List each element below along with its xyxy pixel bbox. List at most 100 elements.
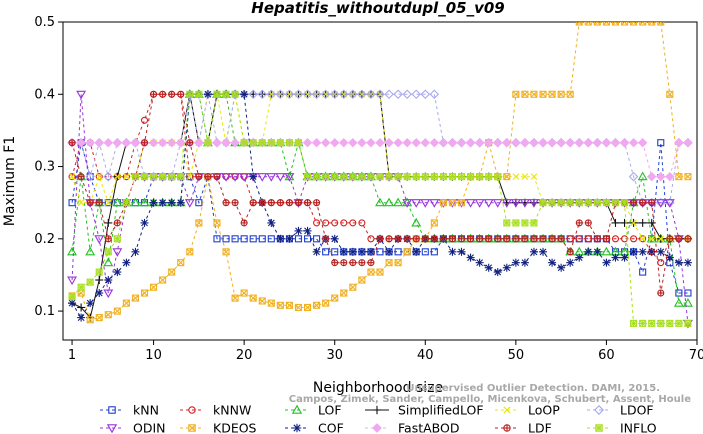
data-point	[683, 258, 692, 267]
data-point	[139, 197, 150, 207]
data-point	[123, 173, 130, 181]
data-point	[466, 253, 475, 262]
data-point	[249, 172, 258, 181]
data-point	[611, 199, 620, 207]
data-point	[195, 173, 203, 181]
data-point	[384, 197, 395, 207]
data-point	[675, 289, 683, 297]
data-point	[384, 89, 394, 100]
data-point	[611, 253, 620, 262]
data-point	[639, 199, 647, 207]
data-point	[375, 137, 385, 148]
data-point	[512, 219, 520, 227]
data-point	[95, 314, 103, 322]
data-point	[539, 235, 547, 243]
data-point	[339, 137, 349, 148]
data-point	[429, 137, 440, 148]
data-point	[340, 289, 348, 297]
data-point	[394, 173, 402, 181]
data-point	[239, 173, 250, 182]
legend-label: INFLO	[620, 421, 657, 434]
data-point	[557, 235, 565, 243]
data-point	[521, 173, 529, 181]
data-point	[168, 90, 176, 98]
data-point	[186, 173, 194, 181]
legend-label: FastABOD	[398, 421, 460, 434]
data-point	[177, 173, 185, 181]
data-point	[620, 22, 629, 26]
legend-swatch-marker	[372, 423, 382, 433]
data-point	[140, 218, 149, 227]
legend-item-knnw: kNNW	[180, 403, 251, 418]
data-point	[684, 235, 692, 243]
data-point	[493, 137, 503, 148]
data-point	[403, 173, 411, 181]
data-point	[411, 217, 422, 227]
data-point	[320, 137, 331, 148]
data-point	[230, 137, 240, 148]
data-point	[77, 313, 86, 322]
data-point	[122, 299, 130, 307]
data-point	[320, 89, 331, 100]
data-point	[448, 173, 457, 181]
data-point	[639, 22, 647, 26]
data-point	[611, 218, 620, 227]
data-point	[130, 137, 141, 148]
legend-swatch-marker	[292, 423, 302, 433]
data-point	[184, 199, 195, 208]
data-point	[593, 22, 601, 26]
data-point	[548, 258, 557, 267]
data-point	[357, 137, 367, 148]
data-point	[186, 173, 194, 181]
data-point	[240, 289, 248, 297]
data-point	[213, 219, 221, 227]
data-point	[85, 171, 95, 182]
data-point	[294, 199, 303, 207]
data-point	[619, 137, 630, 148]
series-line	[71, 93, 688, 240]
data-point	[358, 219, 366, 227]
data-point	[421, 235, 429, 243]
data-point	[95, 268, 103, 276]
data-point	[384, 137, 394, 148]
data-point	[77, 199, 85, 207]
data-point	[104, 199, 112, 207]
data-point	[77, 289, 85, 297]
data-point	[104, 199, 112, 207]
data-point	[512, 173, 520, 181]
data-point	[113, 219, 121, 227]
data-point	[602, 22, 610, 26]
x-tick-label: 60	[598, 348, 615, 363]
data-point	[122, 258, 131, 267]
data-point	[439, 173, 447, 181]
data-point	[186, 139, 194, 147]
legend-item-kdeos: KDEOS	[180, 421, 257, 434]
series-line	[71, 93, 688, 294]
data-point	[521, 235, 529, 243]
data-point	[630, 219, 637, 227]
data-point	[231, 294, 239, 302]
data-point	[584, 199, 592, 207]
data-point	[566, 90, 574, 98]
data-point	[222, 235, 230, 243]
data-point	[638, 247, 647, 256]
data-point	[266, 89, 277, 100]
x-tick-label: 1	[68, 348, 76, 363]
data-point	[547, 137, 557, 148]
data-point	[168, 173, 176, 181]
series-lof	[67, 89, 693, 307]
data-point	[511, 258, 520, 267]
data-point	[248, 89, 258, 100]
data-point	[394, 248, 402, 256]
data-point	[647, 171, 657, 182]
data-point	[267, 139, 275, 147]
data-point	[357, 89, 367, 100]
data-point	[593, 235, 601, 243]
series-odin	[67, 90, 693, 329]
data-point	[140, 289, 149, 297]
data-point	[483, 137, 494, 148]
data-point	[393, 197, 404, 207]
data-point	[311, 137, 322, 148]
data-point	[474, 137, 485, 148]
